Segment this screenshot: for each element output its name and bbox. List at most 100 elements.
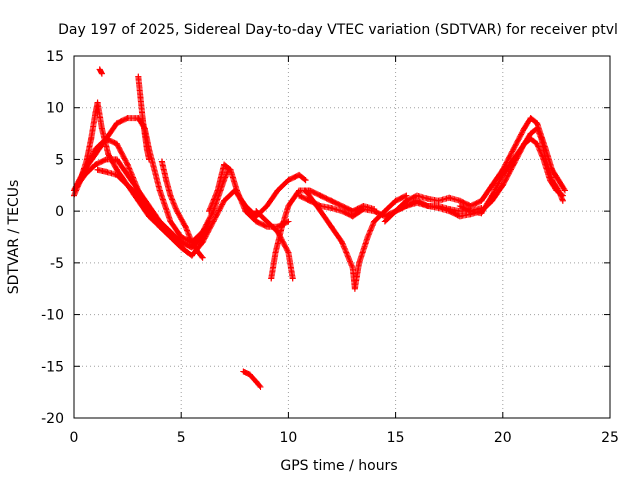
data-point [339, 239, 345, 246]
y-tick-label: 15 [46, 49, 64, 65]
data-point [285, 202, 292, 209]
data-point [435, 197, 442, 204]
y-axis-label: SDTVAR / TECUs [6, 180, 22, 295]
data-point [435, 205, 442, 212]
data-point [143, 146, 150, 153]
data-point [268, 275, 275, 282]
data-point [195, 249, 202, 256]
data-point [360, 206, 367, 213]
data-point [499, 171, 506, 178]
y-tick-label: 5 [55, 152, 64, 168]
data-point [521, 140, 528, 147]
data-point [227, 166, 234, 173]
data-point [221, 161, 228, 168]
data-point [349, 208, 356, 215]
data-point [92, 109, 99, 116]
data-point [456, 197, 463, 204]
data-point [467, 202, 474, 209]
data-point [92, 161, 99, 168]
data-point [98, 70, 105, 77]
data-point [199, 234, 206, 240]
data-point [156, 218, 163, 225]
y-tick-label: -5 [50, 256, 64, 272]
series-arc-7 [135, 73, 153, 163]
data-point [446, 194, 453, 201]
data-point [534, 120, 541, 127]
data-point [559, 192, 566, 199]
data-point [257, 383, 264, 390]
data-point [113, 120, 120, 127]
data-point [538, 135, 545, 142]
data-point [178, 239, 185, 246]
data-point [555, 177, 562, 184]
data-point [364, 234, 371, 240]
data-point [306, 197, 313, 204]
x-tick-label: 20 [494, 430, 512, 446]
data-point [328, 223, 335, 230]
data-point [263, 218, 270, 225]
series-markers [96, 66, 105, 77]
data-point [489, 182, 496, 189]
data-point [94, 99, 101, 106]
data-point [182, 223, 189, 230]
data-point [113, 166, 120, 173]
chart-title: Day 197 of 2025, Sidereal Day-to-day VTE… [58, 22, 618, 38]
axis-ticks: 0 5 10 15 20 25 -20 -15 -10 -5 0 5 10 15 [41, 49, 619, 446]
data-point [274, 228, 281, 235]
data-point [302, 187, 309, 194]
y-tick-label: 10 [46, 101, 64, 117]
data-point [559, 197, 566, 204]
data-point [540, 156, 547, 163]
y-tick-label: 0 [55, 204, 64, 220]
data-point [510, 156, 517, 163]
data-point [158, 158, 165, 165]
data-points [71, 66, 568, 390]
data-point [188, 239, 195, 246]
data-point [371, 208, 378, 215]
data-point [98, 125, 105, 132]
data-point [103, 156, 110, 163]
data-point [392, 197, 399, 204]
data-point [381, 218, 388, 225]
data-point [456, 202, 463, 209]
data-point [351, 285, 358, 292]
data-point [424, 202, 431, 209]
data-point [296, 171, 303, 178]
x-tick-label: 10 [279, 430, 297, 446]
data-point [246, 371, 253, 378]
data-point [113, 156, 120, 163]
data-point [356, 259, 363, 266]
data-point [221, 197, 228, 204]
series-arc-6 [96, 66, 105, 77]
x-axis-label: GPS time / hours [280, 458, 397, 474]
data-point [96, 66, 103, 73]
data-point [146, 156, 153, 163]
series-arc-13 [240, 368, 264, 390]
data-point [561, 187, 568, 194]
data-point [233, 187, 240, 194]
series-arc-8 [158, 158, 206, 261]
data-point [527, 130, 534, 137]
data-point [478, 197, 485, 204]
data-point [339, 208, 345, 215]
data-point [328, 205, 335, 212]
data-point [167, 192, 174, 199]
data-point [178, 244, 185, 251]
data-point [339, 202, 345, 209]
data-point [146, 208, 153, 215]
data-point [489, 192, 496, 199]
data-point [499, 182, 506, 189]
data-point [456, 208, 463, 215]
data-point [206, 208, 213, 215]
data-point [214, 187, 221, 194]
data-point [113, 171, 120, 178]
data-point [103, 168, 110, 175]
data-point [414, 197, 421, 204]
data-point [88, 135, 95, 142]
data-point [199, 254, 206, 261]
data-point [141, 130, 148, 137]
data-point [317, 192, 324, 199]
data-point [163, 177, 170, 184]
data-point [274, 187, 281, 194]
data-point [188, 252, 195, 259]
